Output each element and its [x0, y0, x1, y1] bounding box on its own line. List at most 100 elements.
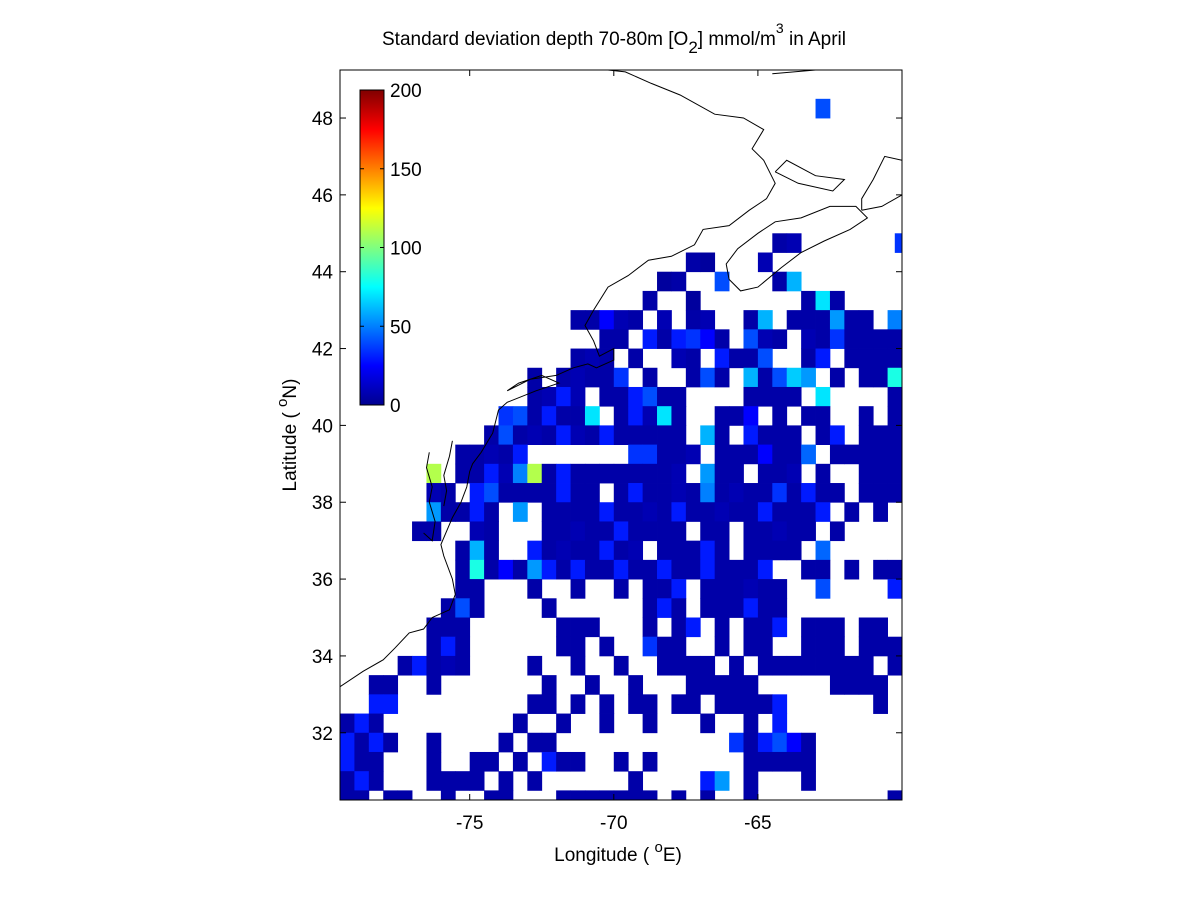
heatmap-cell	[657, 310, 672, 330]
heatmap-cell	[772, 540, 788, 561]
heatmap-cell	[628, 483, 644, 503]
heatmap-cell	[714, 444, 730, 465]
heatmap-cell	[584, 559, 600, 580]
heatmap-cell	[613, 521, 629, 542]
heatmap-cell	[556, 502, 571, 522]
heatmap-cell	[743, 732, 759, 753]
heatmap-cell	[685, 483, 701, 503]
heatmap-cell	[628, 406, 644, 426]
heatmap-cell	[714, 694, 730, 714]
heatmap-cell	[858, 310, 874, 330]
heatmap-cell	[512, 483, 528, 503]
y-tick-label: 46	[312, 186, 333, 207]
heatmap-cell	[873, 617, 888, 638]
heatmap-cell	[858, 329, 874, 349]
heatmap-cell	[829, 290, 845, 311]
heatmap-cell	[887, 579, 902, 599]
heatmap-cell	[527, 483, 543, 503]
y-tick-label: 32	[312, 724, 333, 745]
heatmap-cell	[570, 502, 586, 522]
heatmap-cell	[772, 598, 788, 618]
heatmap-cell	[829, 329, 845, 349]
heatmap-cell	[584, 406, 600, 426]
heatmap-cell	[671, 694, 687, 714]
heatmap-cell	[527, 732, 543, 753]
heatmap-cell	[671, 386, 687, 407]
heatmap-cell	[368, 694, 384, 714]
heatmap-cell	[844, 502, 860, 522]
heatmap-cell	[498, 483, 514, 503]
heatmap-cell	[801, 444, 816, 465]
heatmap-cell	[887, 559, 902, 580]
heatmap-cell	[729, 598, 744, 618]
heatmap-cell	[887, 367, 902, 388]
heatmap-cell	[584, 367, 600, 388]
heatmap-cell	[628, 463, 644, 484]
heatmap-cell	[440, 617, 456, 638]
heatmap-cell	[714, 675, 730, 695]
heatmap-cell	[484, 540, 499, 561]
heatmap-cell	[815, 617, 831, 638]
heatmap-cell	[815, 559, 831, 580]
heatmap-cell	[757, 655, 773, 676]
heatmap-cell	[887, 348, 902, 369]
heatmap-cell	[671, 636, 687, 657]
heatmap-cell	[498, 790, 514, 800]
heatmap-cell	[873, 425, 888, 445]
heatmap-cell	[642, 559, 658, 580]
heatmap-cell	[844, 310, 860, 330]
heatmap-cell	[700, 463, 716, 484]
heatmap-cell	[772, 463, 788, 484]
heatmap-cell	[671, 425, 687, 445]
heatmap-cell	[440, 598, 456, 618]
heatmap-cell	[700, 540, 716, 561]
heatmap-cell	[757, 463, 773, 484]
heatmap-cell	[757, 367, 773, 388]
heatmap-cell	[541, 732, 557, 753]
heatmap-cell	[685, 367, 701, 388]
heatmap-cell	[786, 655, 802, 676]
heatmap-cell	[642, 290, 658, 311]
heatmap-cell	[894, 233, 902, 253]
heatmap-cell	[671, 483, 687, 503]
heatmap-cell	[700, 579, 716, 599]
heatmap-cell	[772, 694, 788, 714]
heatmap-cell	[613, 329, 629, 349]
heatmap-cell	[786, 483, 802, 503]
heatmap-cell	[642, 694, 658, 714]
heatmap-cell	[613, 425, 629, 445]
heatmap-cell	[570, 655, 586, 676]
heatmap-cell	[671, 540, 687, 561]
heatmap-cell	[772, 425, 788, 445]
heatmap-cell	[469, 444, 485, 465]
heatmap-cell	[527, 386, 543, 407]
heatmap-cell	[599, 790, 615, 800]
heatmap-cell	[426, 751, 442, 772]
heatmap-cell	[844, 348, 860, 369]
heatmap-cell	[512, 425, 528, 445]
heatmap-cell	[484, 751, 499, 772]
heatmap-cell	[512, 751, 528, 772]
heatmap-cell	[455, 598, 471, 618]
heatmap-cell	[729, 502, 744, 522]
heatmap-cell	[714, 636, 730, 657]
heatmap-cell	[642, 751, 658, 772]
heatmap-cell	[743, 348, 759, 369]
heatmap-cell	[801, 367, 816, 388]
heatmap-cell	[786, 271, 802, 292]
heatmap-cell	[801, 732, 816, 753]
heatmap-cell	[786, 732, 802, 753]
heatmap-cell	[873, 367, 888, 388]
heatmap-cell	[613, 386, 629, 407]
heatmap-cell	[599, 386, 615, 407]
heatmap-cell	[685, 694, 701, 714]
heatmap-cell	[671, 463, 687, 484]
heatmap-cell	[729, 463, 744, 484]
heatmap-cell	[671, 598, 687, 618]
heatmap-cell	[685, 290, 701, 311]
heatmap-cell	[887, 386, 902, 407]
heatmap-cell	[714, 425, 730, 445]
heatmap-cell	[729, 579, 744, 599]
heatmap-cell	[541, 521, 557, 542]
